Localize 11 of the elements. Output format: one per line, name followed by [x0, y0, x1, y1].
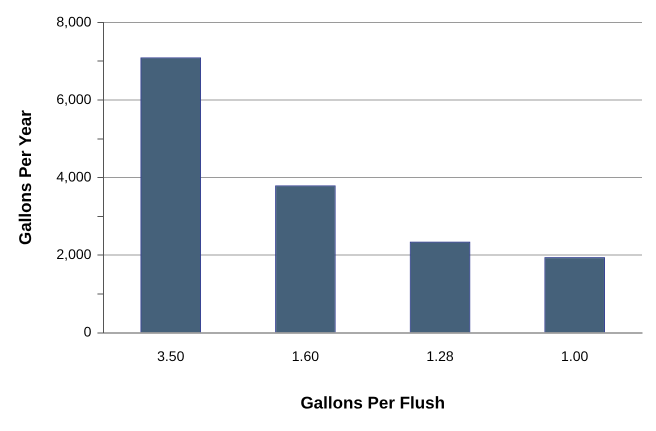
x-tick-label: 3.50 — [157, 348, 185, 364]
x-axis-title: Gallons Per Flush — [300, 393, 445, 412]
y-tick-label: 6,000 — [56, 90, 92, 107]
y-tick-label: 2,000 — [56, 246, 92, 262]
y-axis-title: Gallons Per Year — [16, 110, 35, 246]
x-tick-label: 1.28 — [426, 348, 454, 364]
y-tick-label: 8,000 — [56, 13, 92, 30]
y-tick-label: 0 — [84, 324, 92, 340]
y-tick-label: 4,000 — [56, 168, 92, 184]
x-tick-label: 1.60 — [292, 348, 320, 364]
x-tick-label: 1.00 — [561, 348, 589, 364]
